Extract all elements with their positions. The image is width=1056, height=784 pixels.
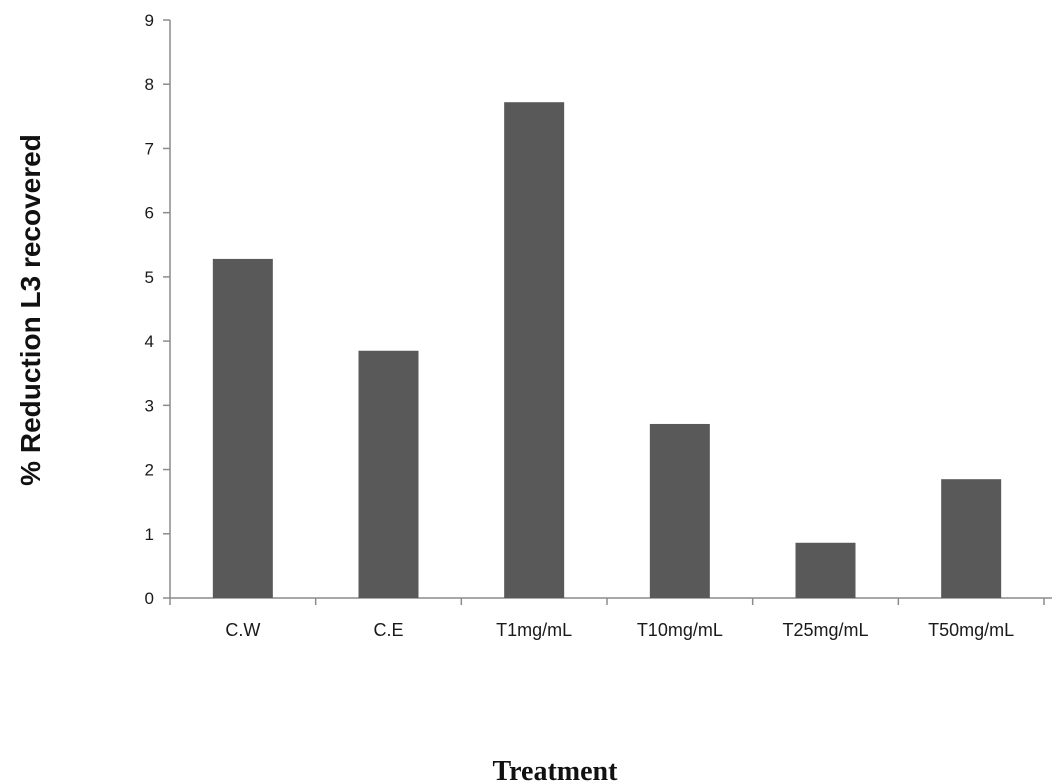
bar-t10mg-ml xyxy=(649,423,710,598)
y-tick-label: 3 xyxy=(145,396,154,415)
bar-t25mg-ml xyxy=(795,542,856,598)
x-tick-label: T50mg/mL xyxy=(928,620,1014,640)
y-tick-label: 0 xyxy=(145,589,154,608)
bar-c-e xyxy=(358,350,419,598)
bar-t1mg-ml xyxy=(504,102,565,599)
x-axis-title: Treatment xyxy=(493,756,619,784)
y-tick-label: 5 xyxy=(145,268,154,287)
y-tick-label: 8 xyxy=(145,75,154,94)
bar-c-w xyxy=(212,258,273,598)
y-tick-label: 9 xyxy=(145,11,154,30)
y-tick-label: 6 xyxy=(145,204,154,223)
y-tick-label: 1 xyxy=(145,525,154,544)
x-axis: C.W C.E T1mg/mL T10mg/mL T25mg/mL T50mg/mL xyxy=(169,597,1052,640)
bars xyxy=(212,102,1002,599)
bar-t50mg-ml xyxy=(941,479,1002,598)
y-axis-title: % Reduction L3 recovered xyxy=(15,134,46,486)
y-axis: 0 1 2 3 4 5 6 7 8 9 xyxy=(145,11,171,608)
y-tick-label: 7 xyxy=(145,139,154,158)
y-tick-label: 4 xyxy=(145,332,154,351)
x-tick-label: T10mg/mL xyxy=(637,620,723,640)
y-tick-label: 2 xyxy=(145,461,154,480)
x-tick-label: T25mg/mL xyxy=(782,620,868,640)
x-tick-label: C.E xyxy=(373,620,403,640)
x-tick-label: T1mg/mL xyxy=(496,620,572,640)
x-tick-label: C.W xyxy=(225,620,260,640)
